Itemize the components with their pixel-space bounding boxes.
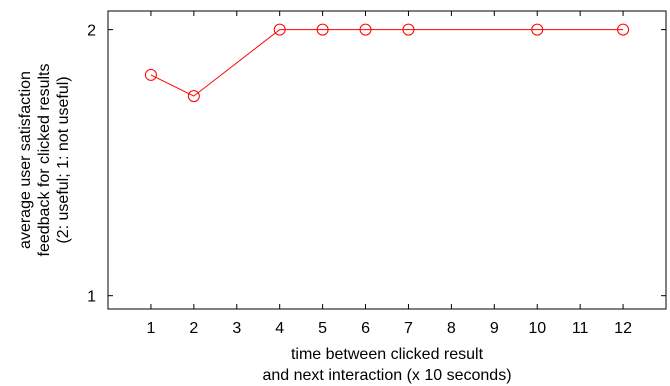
y-axis-label: average user satisfaction feedback for c… (17, 64, 72, 257)
x-tick-label: 4 (275, 320, 284, 337)
y-tick-label: 2 (87, 23, 96, 40)
y-axis-label-line-3: (2: useful; 1: not useful) (55, 76, 72, 243)
data-point-marker (359, 23, 372, 36)
y-tick-label: 1 (87, 289, 96, 306)
x-tick-label: 10 (528, 320, 546, 337)
x-axis-label-line-2: and next interaction (x 10 seconds) (262, 367, 511, 384)
x-axis-label-line-1: time between clicked result (291, 346, 484, 363)
x-tick-label: 7 (404, 320, 413, 337)
x-tick-label: 1 (146, 320, 155, 337)
y-axis-label-line-2: feedback for clicked results (36, 64, 53, 257)
x-tick-label: 9 (490, 320, 499, 337)
x-tick-label: 8 (447, 320, 456, 337)
x-tick-label: 6 (361, 320, 370, 337)
x-tick-label: 12 (614, 320, 632, 337)
data-point-marker (617, 23, 630, 36)
series-line (150, 29, 624, 97)
x-tick-label: 5 (318, 320, 327, 337)
data-point-marker (316, 23, 329, 36)
data-point-marker (531, 23, 544, 36)
x-ticks: 1 2 3 4 5 6 7 8 9 10 11 12 (146, 11, 632, 337)
data-point-marker (144, 68, 157, 81)
y-ticks: 12 (87, 23, 666, 306)
plot-frame (107, 10, 667, 310)
data-point-marker (187, 90, 200, 103)
data-point-marker (402, 23, 415, 36)
x-tick-label: 2 (189, 320, 198, 337)
series-layer (144, 23, 630, 103)
x-tick-label: 11 (572, 320, 589, 337)
y-axis-label-line-1: average user satisfaction (17, 71, 34, 249)
data-point-marker (273, 23, 286, 36)
x-tick-label: 3 (232, 320, 241, 337)
